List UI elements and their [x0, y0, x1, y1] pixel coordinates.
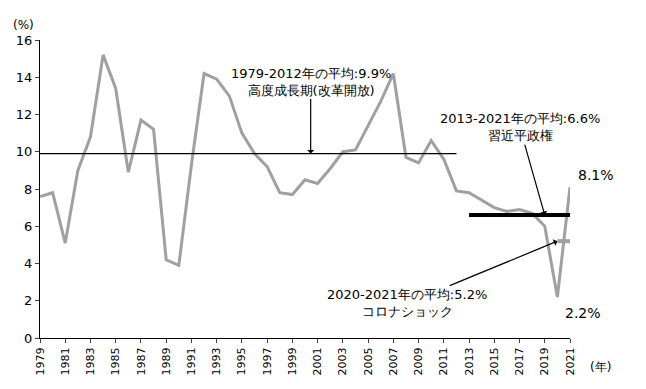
- svg-text:2009: 2009: [412, 347, 425, 375]
- svg-text:12: 12: [16, 107, 33, 122]
- svg-text:2013-2021年の平均:6.6%習近平政権: 2013-2021年の平均:6.6%習近平政権: [440, 111, 600, 143]
- svg-text:2015: 2015: [488, 347, 501, 375]
- svg-text:1999: 1999: [286, 347, 299, 375]
- svg-text:2019: 2019: [538, 347, 551, 375]
- svg-text:16: 16: [16, 33, 33, 48]
- svg-text:1995: 1995: [235, 347, 248, 375]
- svg-text:8.1%: 8.1%: [578, 167, 614, 183]
- svg-text:1983: 1983: [84, 347, 97, 375]
- svg-text:(年): (年): [590, 360, 611, 374]
- svg-text:1979: 1979: [34, 347, 47, 375]
- svg-text:2.2%: 2.2%: [565, 305, 601, 321]
- svg-text:1991: 1991: [185, 347, 198, 375]
- svg-text:2: 2: [24, 293, 32, 308]
- svg-text:2013: 2013: [463, 347, 476, 375]
- svg-text:1989: 1989: [160, 347, 173, 375]
- svg-text:2001: 2001: [311, 347, 324, 375]
- svg-text:2007: 2007: [387, 347, 400, 375]
- svg-text:8: 8: [24, 182, 32, 197]
- svg-text:1979-2012年の平均:9.9%高度成長期(改革開放): 1979-2012年の平均:9.9%高度成長期(改革開放): [231, 66, 391, 98]
- svg-text:2021: 2021: [564, 347, 577, 375]
- svg-text:1987: 1987: [135, 347, 148, 375]
- svg-text:2003: 2003: [336, 347, 349, 375]
- svg-text:1985: 1985: [109, 347, 122, 375]
- svg-text:0: 0: [24, 331, 32, 346]
- svg-text:2020-2021年の平均:5.2%コロナショック: 2020-2021年の平均:5.2%コロナショック: [327, 287, 487, 319]
- svg-text:1997: 1997: [261, 347, 274, 375]
- svg-text:1993: 1993: [210, 347, 223, 375]
- svg-text:(%): (%): [13, 18, 34, 32]
- svg-text:1981: 1981: [59, 347, 72, 375]
- svg-text:6: 6: [24, 219, 32, 234]
- svg-text:2017: 2017: [513, 347, 526, 375]
- svg-text:2005: 2005: [362, 347, 375, 375]
- svg-text:14: 14: [16, 70, 33, 85]
- svg-text:2011: 2011: [437, 347, 450, 375]
- svg-text:4: 4: [24, 256, 32, 271]
- svg-text:10: 10: [16, 144, 33, 159]
